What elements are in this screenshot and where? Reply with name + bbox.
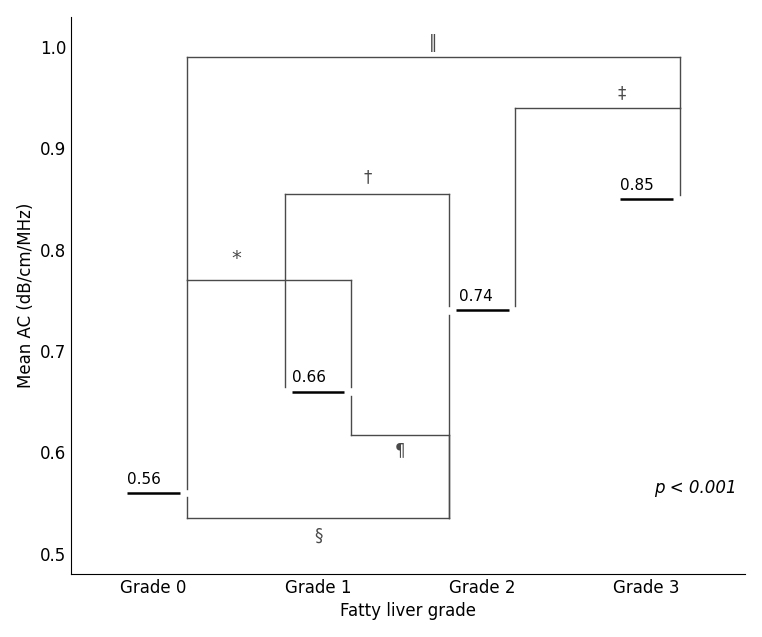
X-axis label: Fatty liver grade: Fatty liver grade — [341, 603, 476, 620]
Text: *: * — [231, 249, 241, 268]
Y-axis label: Mean AC (dB/cm/MHz): Mean AC (dB/cm/MHz) — [17, 203, 34, 388]
Text: p < 0.001: p < 0.001 — [655, 479, 737, 497]
Text: §: § — [314, 526, 322, 544]
Text: ¶: ¶ — [395, 441, 405, 459]
Text: 0.74: 0.74 — [459, 289, 493, 304]
Text: †: † — [363, 168, 372, 186]
Text: 0.66: 0.66 — [292, 371, 325, 385]
Text: 0.56: 0.56 — [127, 472, 162, 487]
Text: 0.85: 0.85 — [620, 178, 654, 193]
Text: ‡: ‡ — [618, 84, 626, 102]
Text: ‖: ‖ — [429, 34, 437, 52]
